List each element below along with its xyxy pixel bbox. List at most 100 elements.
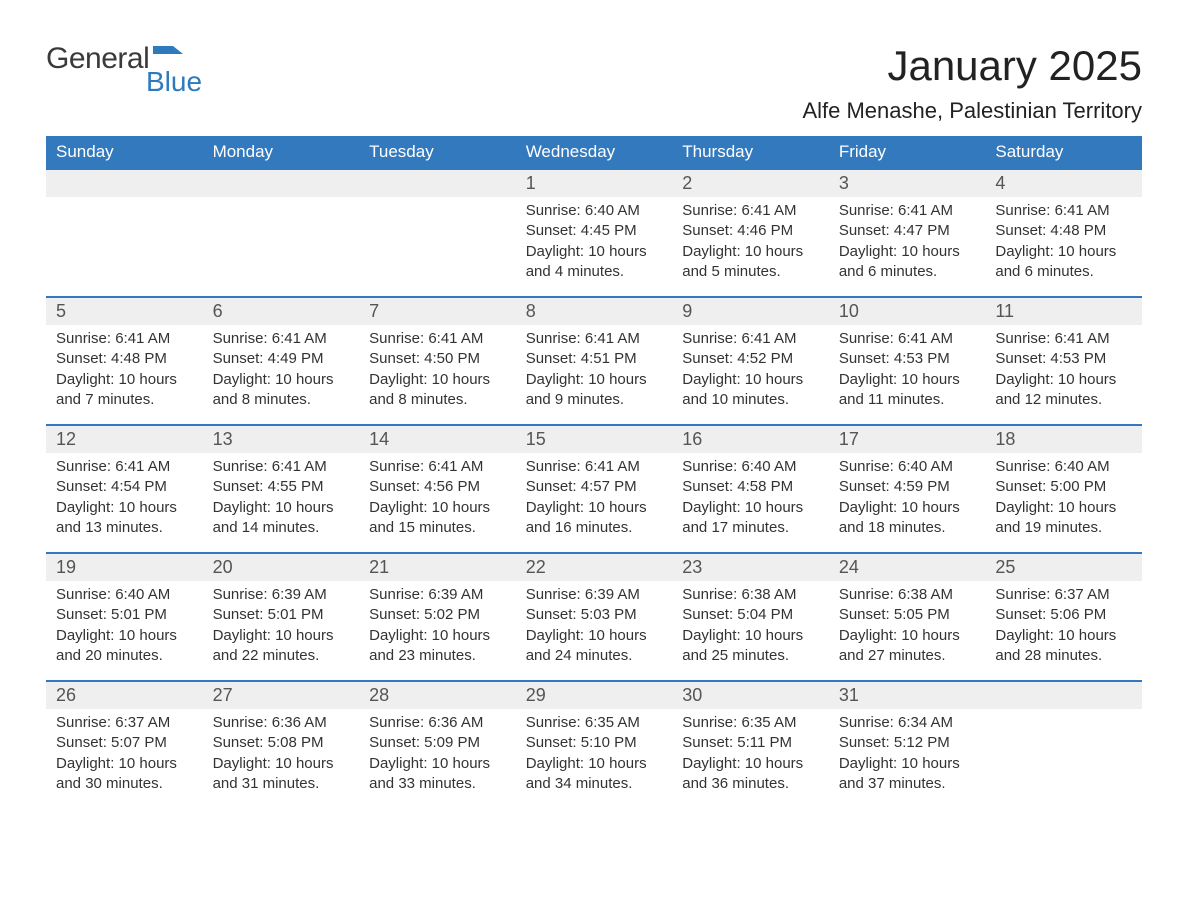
sunrise-line: Sunrise: 6:41 AM [839, 201, 976, 221]
calendar-day-cell: 8Sunrise: 6:41 AMSunset: 4:51 PMDaylight… [516, 296, 673, 424]
calendar-empty-cell [203, 168, 360, 296]
title-block: January 2025 Alfe Menashe, Palestinian T… [802, 42, 1142, 124]
daylight-line: Daylight: 10 hours and 17 minutes. [682, 498, 819, 539]
sunset-line: Sunset: 5:10 PM [526, 733, 663, 753]
sunset-line: Sunset: 5:06 PM [995, 605, 1132, 625]
sunset-line: Sunset: 5:07 PM [56, 733, 193, 753]
daylight-line: Daylight: 10 hours and 22 minutes. [213, 626, 350, 667]
calendar-empty-cell [985, 680, 1142, 808]
sunrise-line: Sunrise: 6:34 AM [839, 713, 976, 733]
calendar-day-cell: 26Sunrise: 6:37 AMSunset: 5:07 PMDayligh… [46, 680, 203, 808]
daylight-line: Daylight: 10 hours and 7 minutes. [56, 370, 193, 411]
daylight-line: Daylight: 10 hours and 11 minutes. [839, 370, 976, 411]
sunrise-line: Sunrise: 6:41 AM [369, 329, 506, 349]
calendar-day-cell: 1Sunrise: 6:40 AMSunset: 4:45 PMDaylight… [516, 168, 673, 296]
sunset-line: Sunset: 5:04 PM [682, 605, 819, 625]
day-number: 28 [359, 682, 516, 709]
calendar-day-cell: 2Sunrise: 6:41 AMSunset: 4:46 PMDaylight… [672, 168, 829, 296]
sunset-line: Sunset: 4:55 PM [213, 477, 350, 497]
day-details: Sunrise: 6:41 AMSunset: 4:48 PMDaylight:… [985, 197, 1142, 296]
sunset-line: Sunset: 4:45 PM [526, 221, 663, 241]
day-details: Sunrise: 6:41 AMSunset: 4:48 PMDaylight:… [46, 325, 203, 424]
day-details: Sunrise: 6:41 AMSunset: 4:53 PMDaylight:… [985, 325, 1142, 424]
calendar-day-cell: 4Sunrise: 6:41 AMSunset: 4:48 PMDaylight… [985, 168, 1142, 296]
daylight-line: Daylight: 10 hours and 25 minutes. [682, 626, 819, 667]
sunrise-line: Sunrise: 6:39 AM [369, 585, 506, 605]
sunrise-line: Sunrise: 6:36 AM [213, 713, 350, 733]
day-number: 6 [203, 298, 360, 325]
sunset-line: Sunset: 4:46 PM [682, 221, 819, 241]
day-number: 2 [672, 170, 829, 197]
daylight-line: Daylight: 10 hours and 8 minutes. [213, 370, 350, 411]
sunrise-line: Sunrise: 6:35 AM [526, 713, 663, 733]
daylight-line: Daylight: 10 hours and 31 minutes. [213, 754, 350, 795]
day-number: 16 [672, 426, 829, 453]
calendar-day-cell: 18Sunrise: 6:40 AMSunset: 5:00 PMDayligh… [985, 424, 1142, 552]
daylight-line: Daylight: 10 hours and 18 minutes. [839, 498, 976, 539]
day-number: 9 [672, 298, 829, 325]
day-details: Sunrise: 6:41 AMSunset: 4:51 PMDaylight:… [516, 325, 673, 424]
sunset-line: Sunset: 4:57 PM [526, 477, 663, 497]
sunset-line: Sunset: 5:11 PM [682, 733, 819, 753]
sunrise-line: Sunrise: 6:40 AM [839, 457, 976, 477]
logo-text-2: Blue [146, 66, 202, 98]
month-title: January 2025 [802, 42, 1142, 90]
daylight-line: Daylight: 10 hours and 36 minutes. [682, 754, 819, 795]
sunrise-line: Sunrise: 6:41 AM [526, 329, 663, 349]
day-details: Sunrise: 6:37 AMSunset: 5:07 PMDaylight:… [46, 709, 203, 808]
calendar-day-cell: 31Sunrise: 6:34 AMSunset: 5:12 PMDayligh… [829, 680, 986, 808]
calendar-empty-cell [359, 168, 516, 296]
calendar-day-cell: 9Sunrise: 6:41 AMSunset: 4:52 PMDaylight… [672, 296, 829, 424]
calendar-week-row: 26Sunrise: 6:37 AMSunset: 5:07 PMDayligh… [46, 680, 1142, 808]
day-number: 4 [985, 170, 1142, 197]
weekday-header: Wednesday [516, 136, 673, 168]
sunset-line: Sunset: 4:50 PM [369, 349, 506, 369]
calendar-day-cell: 28Sunrise: 6:36 AMSunset: 5:09 PMDayligh… [359, 680, 516, 808]
sunrise-line: Sunrise: 6:40 AM [995, 457, 1132, 477]
day-details: Sunrise: 6:34 AMSunset: 5:12 PMDaylight:… [829, 709, 986, 808]
sunrise-line: Sunrise: 6:38 AM [682, 585, 819, 605]
sunset-line: Sunset: 5:08 PM [213, 733, 350, 753]
calendar-day-cell: 22Sunrise: 6:39 AMSunset: 5:03 PMDayligh… [516, 552, 673, 680]
calendar-week-row: 1Sunrise: 6:40 AMSunset: 4:45 PMDaylight… [46, 168, 1142, 296]
sunrise-line: Sunrise: 6:36 AM [369, 713, 506, 733]
sunset-line: Sunset: 4:48 PM [56, 349, 193, 369]
day-details: Sunrise: 6:41 AMSunset: 4:53 PMDaylight:… [829, 325, 986, 424]
calendar-day-cell: 25Sunrise: 6:37 AMSunset: 5:06 PMDayligh… [985, 552, 1142, 680]
day-details: Sunrise: 6:41 AMSunset: 4:57 PMDaylight:… [516, 453, 673, 552]
weekday-header: Tuesday [359, 136, 516, 168]
day-details: Sunrise: 6:39 AMSunset: 5:03 PMDaylight:… [516, 581, 673, 680]
calendar-day-cell: 30Sunrise: 6:35 AMSunset: 5:11 PMDayligh… [672, 680, 829, 808]
sunset-line: Sunset: 4:52 PM [682, 349, 819, 369]
sunset-line: Sunset: 5:01 PM [56, 605, 193, 625]
sunrise-line: Sunrise: 6:41 AM [526, 457, 663, 477]
sunset-line: Sunset: 4:58 PM [682, 477, 819, 497]
daylight-line: Daylight: 10 hours and 14 minutes. [213, 498, 350, 539]
sunrise-line: Sunrise: 6:40 AM [682, 457, 819, 477]
sunset-line: Sunset: 4:47 PM [839, 221, 976, 241]
calendar-day-cell: 29Sunrise: 6:35 AMSunset: 5:10 PMDayligh… [516, 680, 673, 808]
calendar-day-cell: 5Sunrise: 6:41 AMSunset: 4:48 PMDaylight… [46, 296, 203, 424]
daylight-line: Daylight: 10 hours and 33 minutes. [369, 754, 506, 795]
day-number: 24 [829, 554, 986, 581]
weekday-header: Sunday [46, 136, 203, 168]
calendar-day-cell: 24Sunrise: 6:38 AMSunset: 5:05 PMDayligh… [829, 552, 986, 680]
day-details: Sunrise: 6:36 AMSunset: 5:08 PMDaylight:… [203, 709, 360, 808]
sunrise-line: Sunrise: 6:41 AM [56, 457, 193, 477]
daylight-line: Daylight: 10 hours and 16 minutes. [526, 498, 663, 539]
sunset-line: Sunset: 4:54 PM [56, 477, 193, 497]
calendar-week-row: 19Sunrise: 6:40 AMSunset: 5:01 PMDayligh… [46, 552, 1142, 680]
daylight-line: Daylight: 10 hours and 9 minutes. [526, 370, 663, 411]
location-subtitle: Alfe Menashe, Palestinian Territory [802, 98, 1142, 124]
calendar-table: SundayMondayTuesdayWednesdayThursdayFrid… [46, 136, 1142, 808]
logo: General Blue [46, 42, 202, 98]
day-details: Sunrise: 6:40 AMSunset: 4:58 PMDaylight:… [672, 453, 829, 552]
day-details: Sunrise: 6:41 AMSunset: 4:52 PMDaylight:… [672, 325, 829, 424]
sunrise-line: Sunrise: 6:40 AM [56, 585, 193, 605]
calendar-day-cell: 7Sunrise: 6:41 AMSunset: 4:50 PMDaylight… [359, 296, 516, 424]
sunrise-line: Sunrise: 6:39 AM [526, 585, 663, 605]
daylight-line: Daylight: 10 hours and 12 minutes. [995, 370, 1132, 411]
daylight-line: Daylight: 10 hours and 13 minutes. [56, 498, 193, 539]
day-details: Sunrise: 6:41 AMSunset: 4:54 PMDaylight:… [46, 453, 203, 552]
daylight-line: Daylight: 10 hours and 27 minutes. [839, 626, 976, 667]
